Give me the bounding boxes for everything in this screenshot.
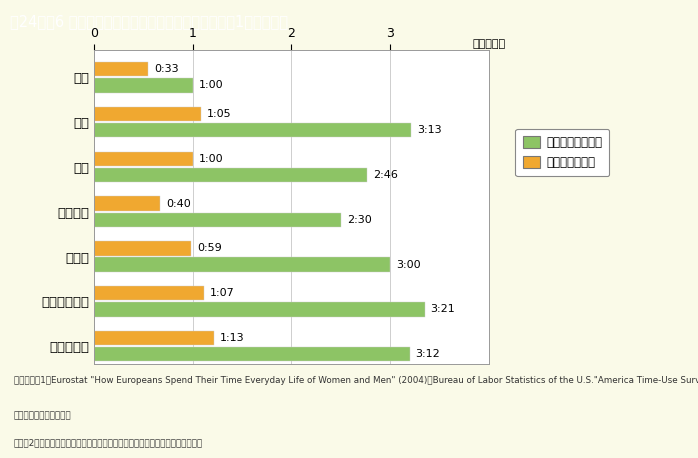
Text: 3:13: 3:13 bbox=[417, 125, 442, 135]
Legend: 家事関連時間全体, うち育児の時間: 家事関連時間全体, うち育児の時間 bbox=[515, 129, 609, 176]
Bar bbox=[94, 302, 424, 316]
Bar bbox=[94, 241, 191, 256]
Bar bbox=[94, 107, 201, 121]
Bar bbox=[94, 123, 411, 137]
Text: （備考）　1．Eurostat "How Europeans Spend Their Time Everyday Life of Women and Men" : （備考） 1．Eurostat "How Europeans Spend The… bbox=[14, 376, 698, 385]
Text: 3:21: 3:21 bbox=[431, 305, 455, 315]
Bar bbox=[94, 286, 205, 300]
Text: 0:59: 0:59 bbox=[197, 244, 222, 253]
Bar bbox=[94, 78, 193, 93]
Text: 0:33: 0:33 bbox=[154, 64, 179, 74]
Bar bbox=[94, 347, 410, 361]
Text: 1:05: 1:05 bbox=[207, 109, 232, 119]
Text: 1:07: 1:07 bbox=[210, 288, 235, 298]
Text: 3:00: 3:00 bbox=[396, 260, 421, 270]
Bar bbox=[94, 168, 367, 182]
Text: 0:40: 0:40 bbox=[166, 199, 191, 209]
Bar bbox=[94, 62, 149, 76]
Bar bbox=[94, 213, 341, 227]
Bar bbox=[94, 257, 390, 272]
Text: 3:12: 3:12 bbox=[415, 349, 440, 359]
Text: 2:30: 2:30 bbox=[347, 215, 371, 225]
Text: 2:46: 2:46 bbox=[373, 170, 398, 180]
Text: より作成。: より作成。 bbox=[14, 412, 72, 420]
Text: 1:00: 1:00 bbox=[199, 80, 223, 90]
Text: ４（時間）: ４（時間） bbox=[472, 39, 505, 49]
Bar bbox=[94, 152, 193, 166]
Text: 1:13: 1:13 bbox=[220, 333, 245, 343]
Bar bbox=[94, 196, 160, 211]
Text: 1:00: 1:00 bbox=[199, 154, 223, 164]
Bar bbox=[94, 331, 214, 345]
Text: 2．日本の数値は，「夫婦と子どもの世帯」に限定した夫の時間である。: 2．日本の数値は，「夫婦と子どもの世帯」に限定した夫の時間である。 bbox=[14, 438, 203, 447]
Text: 第24図　6 歳未満児のいる夫の家事・育児関連時間（1日当たり）: 第24図 6 歳未満児のいる夫の家事・育児関連時間（1日当たり） bbox=[10, 14, 288, 29]
